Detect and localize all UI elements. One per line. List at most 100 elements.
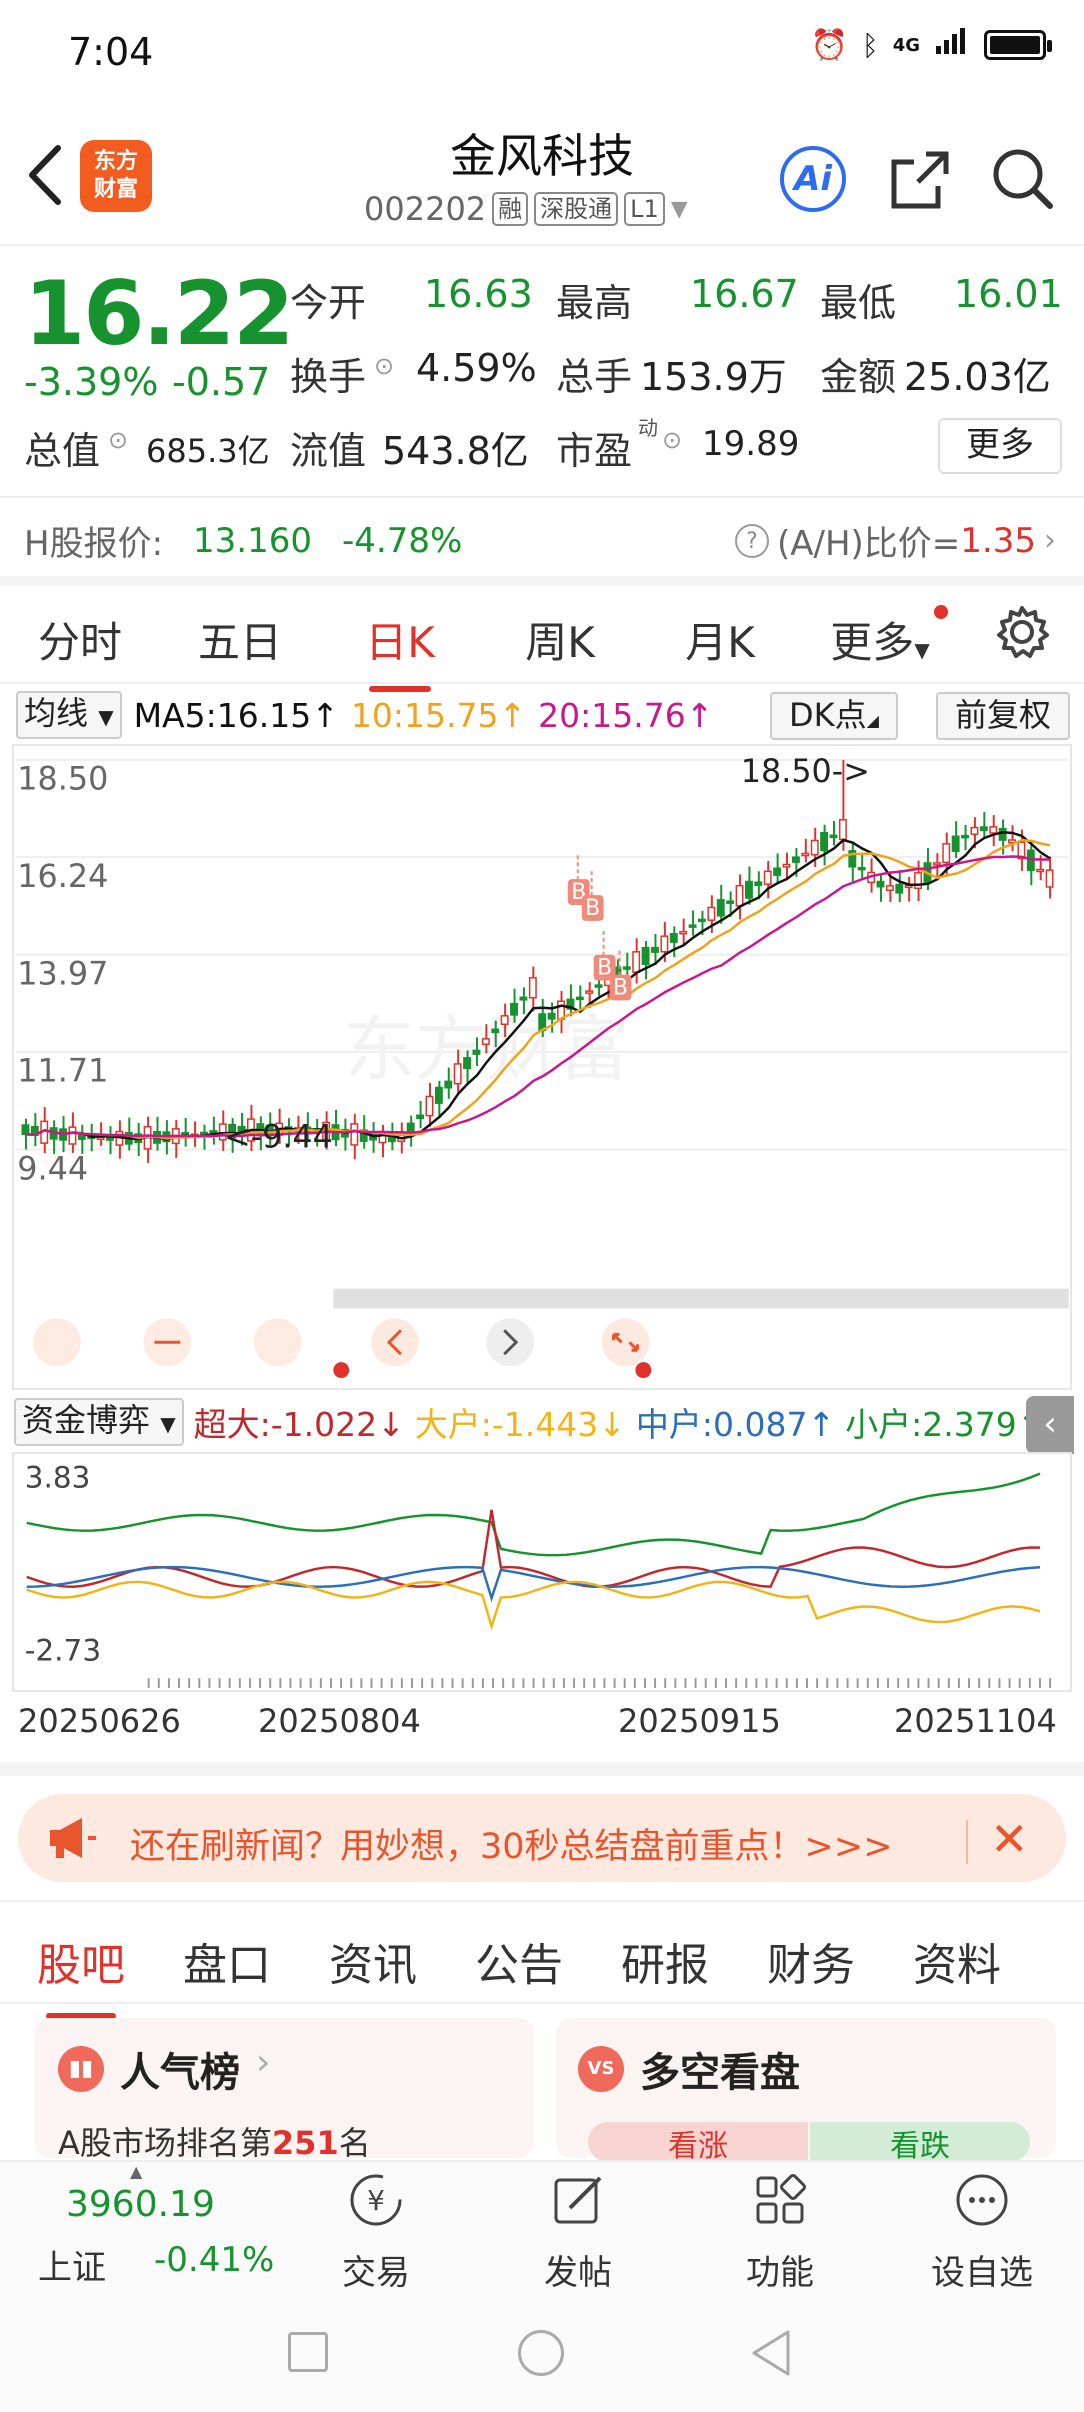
nav-trade[interactable]: ¥ 交易 (316, 2170, 436, 2294)
tab-financials[interactable]: 财务 (767, 1940, 855, 1991)
fund-select-caret-icon: ▼ (160, 1412, 176, 1436)
tab-five-day[interactable]: 五日 (197, 617, 282, 667)
fund-indicator-label: 资金博弈 (22, 1401, 151, 1439)
low-label: 最低 (820, 281, 897, 325)
event-dot (333, 1362, 350, 1379)
candle (651, 933, 659, 964)
candle (519, 987, 528, 1015)
tab-intraday[interactable]: 分时 (37, 617, 122, 667)
promo-banner[interactable] (18, 1794, 1066, 1882)
h-share-row[interactable]: H股报价: 13.160 -4.78% (24, 516, 462, 565)
candle (989, 815, 998, 847)
tab-forum[interactable]: 股吧 (8, 1929, 154, 2019)
visible-range-bar[interactable] (333, 1288, 1069, 1309)
chevron-right-icon (503, 1329, 519, 1356)
pe-info-icon[interactable]: ⊙ (662, 426, 683, 454)
buy-marker (593, 954, 616, 981)
fullscreen-button[interactable] (601, 1318, 650, 1367)
stock-code-row: 002202 融 深股通 L1 ▼ (364, 190, 688, 228)
back-button[interactable] (22, 140, 68, 210)
bull-button[interactable]: 看涨 (588, 2122, 808, 2162)
ma10-value: 10:15.75↑ (350, 695, 527, 735)
stock-code: 002202 (364, 190, 487, 228)
bear-button[interactable]: 看跌 (810, 2122, 1030, 2162)
more-button[interactable]: 更多 (938, 418, 1062, 474)
fund-series-line (26, 1509, 1041, 1589)
back-nav-icon[interactable] (748, 2328, 792, 2382)
nav-features[interactable]: 功能 (720, 2170, 840, 2294)
chart-settings-button[interactable] (992, 602, 1052, 662)
tabs-divider (0, 682, 1084, 684)
index-value[interactable]: 3960.19 (66, 2184, 215, 2225)
ai-button[interactable]: Ai (780, 146, 846, 212)
fund-indicator-select[interactable]: 资金博弈 ▼ (14, 1398, 184, 1446)
scroll-left-button[interactable] (371, 1318, 419, 1367)
zoom-in-button[interactable] (253, 1318, 302, 1367)
adjust-button[interactable]: 前复权 (936, 692, 1070, 740)
tab-announcements[interactable]: 公告 (475, 1940, 563, 1991)
status-time: 7:04 (68, 30, 154, 74)
fund-y-bottom: -2.73 (25, 1634, 101, 1668)
scroll-right-button[interactable] (486, 1318, 535, 1367)
buy-marker-label: B (585, 896, 600, 921)
rank-suffix: 名 (338, 2124, 371, 2162)
tab-orderbook[interactable]: 盘口 (183, 1940, 271, 1991)
small-value: 小户:2.379↑ (845, 1405, 1045, 1444)
candle (735, 874, 744, 920)
ma20-line (25, 855, 1051, 1138)
nav-post-label: 发帖 (544, 2253, 612, 2293)
indicator-select[interactable]: 均线 ▼ (16, 691, 122, 739)
help-icon: ? (734, 523, 769, 558)
nav-favorite-label: 设自选 (931, 2253, 1033, 2293)
tab-profile[interactable]: 资料 (913, 1940, 1001, 1991)
grid-icon (756, 2174, 806, 2224)
candle (209, 1116, 218, 1145)
tab-more[interactable]: 更多▼ (800, 604, 960, 670)
tab-weekly-k[interactable]: 周K (525, 617, 595, 667)
nav-post[interactable]: 发帖 (518, 2170, 638, 2294)
fund-y-top: 3.83 (25, 1460, 91, 1494)
open-value: 16.63 (424, 272, 533, 316)
panel-collapse-button[interactable]: ‹ (1026, 1396, 1074, 1454)
current-price: 16.22 (24, 262, 294, 365)
zoom-out-button[interactable] (33, 1318, 81, 1367)
ah-ratio[interactable]: ? (A/H)比价= 1.35 › (734, 516, 1056, 565)
dropdown-caret-icon[interactable]: ▼ (670, 196, 688, 222)
tab-daily-k[interactable]: 日K (320, 609, 480, 692)
y-axis-label: 16.24 (17, 858, 108, 895)
h-share-label: H股报价: (24, 524, 164, 564)
turnover-info-icon[interactable]: ⊙ (374, 352, 395, 380)
candle (575, 985, 584, 1013)
recent-apps-icon[interactable] (288, 2332, 328, 2372)
candle (679, 918, 688, 945)
fund-flow-chart[interactable]: 3.83 -2.73 (12, 1452, 1072, 1692)
pe-value: 19.89 (702, 424, 800, 464)
share-button[interactable] (888, 148, 952, 212)
turnover-label: 换手 (290, 355, 367, 399)
tabs-top-divider (0, 1900, 1084, 1902)
close-icon[interactable]: ✕ (990, 1812, 1029, 1866)
tab-monthly-k[interactable]: 月K (685, 617, 755, 667)
tab-research[interactable]: 研报 (621, 1940, 709, 1991)
popularity-card[interactable] (34, 2018, 534, 2158)
candle (115, 1120, 124, 1159)
home-icon[interactable] (518, 2330, 564, 2376)
candle (340, 1118, 349, 1151)
tab-news[interactable]: 资讯 (329, 1940, 417, 1991)
section-gap (0, 576, 1084, 586)
candle (444, 1067, 453, 1099)
mktcap-info-icon[interactable]: ⊙ (108, 426, 129, 454)
candle (632, 938, 641, 984)
y-axis-label: 9.44 (17, 1150, 88, 1187)
edit-icon (554, 2176, 602, 2224)
candle (510, 988, 518, 1023)
candle (688, 910, 697, 936)
dk-point-button[interactable]: DK点◢ (770, 692, 898, 740)
date-label: 20250626 (18, 1702, 181, 1740)
connect-tag: 深股通 (534, 192, 619, 226)
search-button[interactable] (990, 146, 1054, 210)
nav-favorite[interactable]: 设自选 (922, 2170, 1042, 2294)
candle (425, 1082, 434, 1127)
